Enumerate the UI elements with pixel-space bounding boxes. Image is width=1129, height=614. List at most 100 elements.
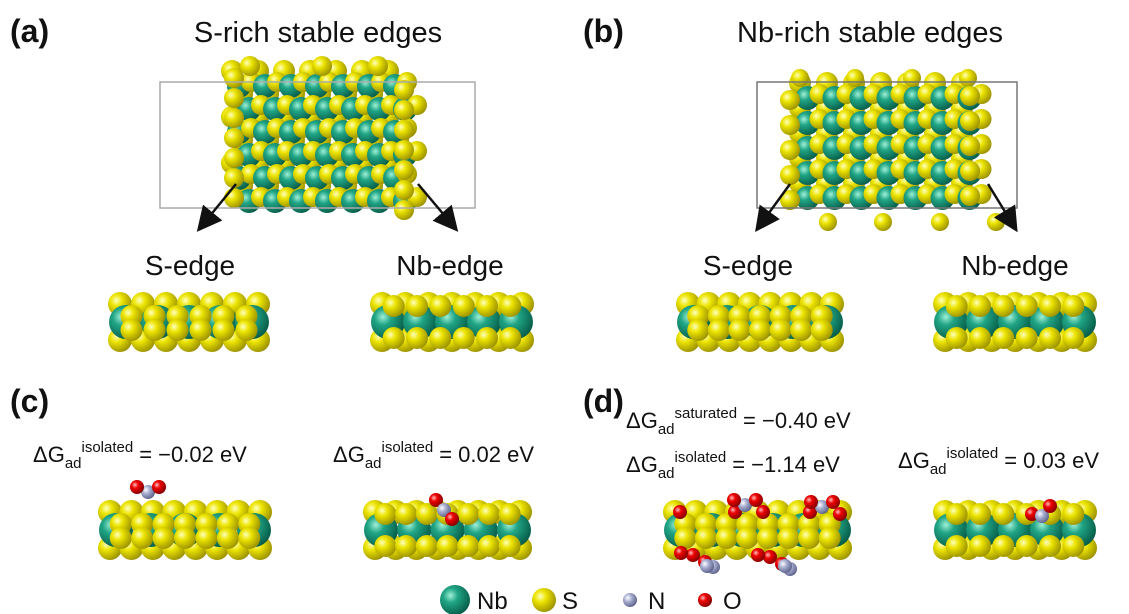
panel-label: (c) (10, 383, 49, 419)
symbol: ΔG (33, 442, 65, 467)
panel-title: S-rich stable edges (194, 17, 442, 49)
atom (987, 213, 1005, 231)
atom (749, 319, 771, 341)
atom (946, 327, 968, 349)
atom (394, 100, 414, 120)
atom (499, 295, 521, 317)
panel-label: (a) (10, 13, 49, 49)
atom (445, 512, 459, 526)
energy-label: ΔGadisolated= −1.14 eV (626, 449, 840, 482)
panel-title: Nb-rich stable edges (737, 17, 1003, 49)
atom (700, 559, 714, 573)
atom (383, 327, 405, 349)
edge-label: S-edge (145, 250, 235, 281)
atom (708, 319, 730, 341)
atom (798, 527, 820, 549)
atom (778, 559, 792, 573)
atom (960, 186, 980, 206)
atom (777, 527, 799, 549)
atom (716, 527, 738, 549)
energy-value: = −1.14 eV (732, 452, 840, 477)
arrow (418, 184, 455, 228)
atom (780, 165, 800, 185)
atom (499, 327, 521, 349)
atom (790, 319, 812, 341)
atom (224, 128, 244, 148)
atom (394, 140, 414, 160)
atom (429, 295, 451, 317)
energy-value: = 0.02 eV (439, 442, 534, 467)
legend-label: N (648, 588, 665, 614)
atom (749, 493, 763, 507)
atom (190, 319, 212, 341)
atom (674, 527, 696, 549)
atom (224, 88, 244, 108)
atom (499, 503, 521, 525)
atom (819, 213, 837, 231)
energy-label: ΔGadisolated= −0.02 eV (33, 439, 247, 472)
atom (131, 527, 153, 549)
energy-label: ΔGadisolated = 0.02 eV (333, 439, 534, 472)
atom (780, 90, 800, 110)
subscript: ad (658, 421, 675, 438)
atom (416, 535, 438, 557)
atom (756, 505, 770, 519)
symbol: ΔG (898, 448, 930, 473)
atom (673, 505, 687, 519)
atom (394, 80, 414, 100)
atom (167, 319, 189, 341)
superscript: saturated (675, 405, 738, 422)
atom (960, 136, 980, 156)
atom (174, 527, 196, 549)
atom (736, 527, 758, 549)
legend-label: S (562, 588, 578, 614)
legend-swatch (532, 588, 556, 612)
atom (757, 527, 779, 549)
atom (240, 56, 260, 76)
atom (476, 327, 498, 349)
atom (374, 503, 396, 525)
atom (811, 319, 833, 341)
atom (478, 535, 500, 557)
atom (476, 295, 498, 317)
edge-label: Nb-edge (396, 250, 503, 281)
atom (751, 548, 765, 562)
atom (992, 535, 1014, 557)
legend-swatch (623, 593, 637, 607)
symbol: ΔG (626, 452, 658, 477)
panel-label: (b) (583, 13, 624, 49)
atom (1043, 499, 1057, 513)
atom (960, 161, 980, 181)
atom (959, 69, 977, 87)
atom (695, 527, 717, 549)
atom (110, 527, 132, 549)
symbol: ΔG (626, 408, 658, 433)
atom (1039, 535, 1061, 557)
atom (429, 327, 451, 349)
atom (224, 188, 244, 208)
atom (946, 503, 968, 525)
atom (960, 86, 980, 106)
atom (121, 319, 143, 341)
atom (236, 319, 258, 341)
atom (727, 493, 741, 507)
atom (833, 507, 847, 521)
atom (224, 68, 244, 88)
atom (217, 527, 239, 549)
atom (453, 327, 475, 349)
subscript: ad (365, 455, 382, 472)
atom (960, 111, 980, 131)
edge-label: S-edge (703, 250, 793, 281)
atom (931, 213, 949, 231)
atom (144, 319, 166, 341)
atom (394, 180, 414, 200)
symbol: ΔG (333, 442, 365, 467)
atom (213, 319, 235, 341)
atom (903, 69, 921, 87)
atom (1039, 295, 1061, 317)
superscript: isolated (82, 439, 134, 456)
energy-value: = 0.03 eV (1004, 448, 1099, 473)
superscript: isolated (382, 439, 434, 456)
